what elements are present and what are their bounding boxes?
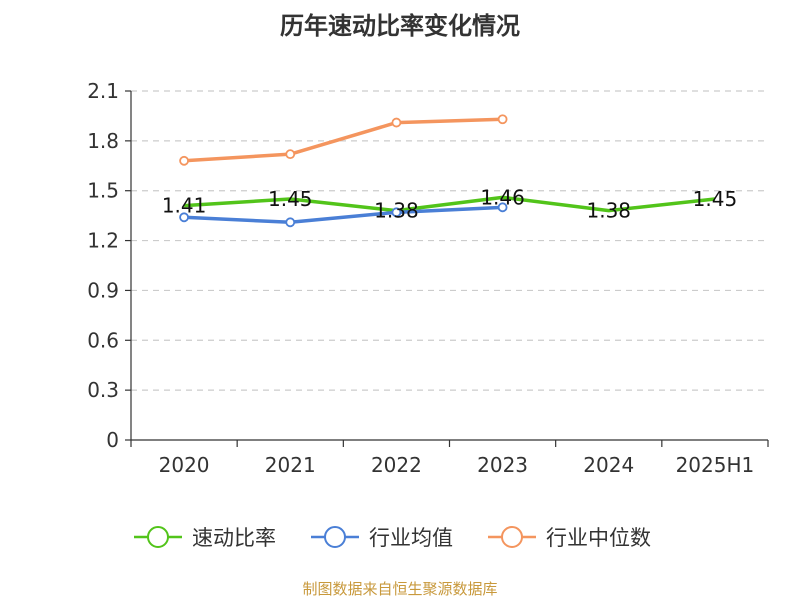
legend-swatch-marker [501, 526, 523, 548]
legend-label: 速动比率 [192, 526, 276, 550]
series-line [183, 195, 716, 213]
legend-label: 行业均值 [369, 526, 453, 550]
data-point [285, 217, 296, 228]
data-point [391, 117, 402, 128]
grid-lines [131, 90, 768, 391]
x-tick-label: 2025H1 [676, 453, 755, 477]
data-point [179, 155, 189, 166]
data-point [497, 114, 508, 125]
data-point [285, 149, 296, 160]
data-label: 1.38 [374, 199, 419, 223]
data-point [497, 202, 508, 213]
y-tick-label: 0.3 [87, 378, 119, 402]
data-label: 1.38 [586, 199, 631, 223]
x-tick-label: 2023 [477, 453, 528, 477]
y-tick-label: 1.2 [87, 229, 119, 253]
x-tick-label: 2021 [265, 453, 316, 477]
axes: 0 0.3 0.6 0.9 1.2 1.5 1.8 2.1 2020 2021 2022 2023 20… [87, 79, 769, 477]
data-label: 1.46 [480, 185, 525, 209]
y-tick-label: 0.6 [87, 328, 119, 352]
legend-swatch-marker [324, 526, 346, 548]
legend-swatch-marker [147, 526, 169, 548]
x-tick-label: 2024 [583, 453, 634, 477]
y-tick-label: 0 [106, 428, 119, 452]
legend: 速动比率 行业均值 行业中位数 [134, 526, 651, 550]
data-label: 1.45 [693, 187, 738, 211]
data-label: 1.41 [162, 194, 207, 218]
x-tick-label: 2022 [371, 453, 422, 477]
series-line [183, 117, 503, 163]
series-line [184, 205, 503, 225]
legend-label: 行业中位数 [546, 526, 651, 550]
y-tick-label: 2.1 [87, 79, 119, 103]
data-point [391, 207, 402, 218]
y-tick-label: 1.8 [87, 129, 119, 153]
y-tick-label: 1.5 [87, 179, 119, 203]
x-tick-label: 2020 [159, 453, 210, 477]
data-label: 1.45 [268, 187, 313, 211]
data-point [179, 212, 189, 223]
data-labels: 1.41 1.45 1.38 1.46 1.38 1.45 [162, 185, 737, 222]
source-note: 制图数据来自恒生聚源数据库 [302, 580, 498, 598]
series-lines [183, 117, 716, 225]
series-markers [179, 114, 508, 228]
y-tick-label: 0.9 [87, 278, 119, 302]
chart-title: 历年速动比率变化情况 [280, 12, 520, 40]
